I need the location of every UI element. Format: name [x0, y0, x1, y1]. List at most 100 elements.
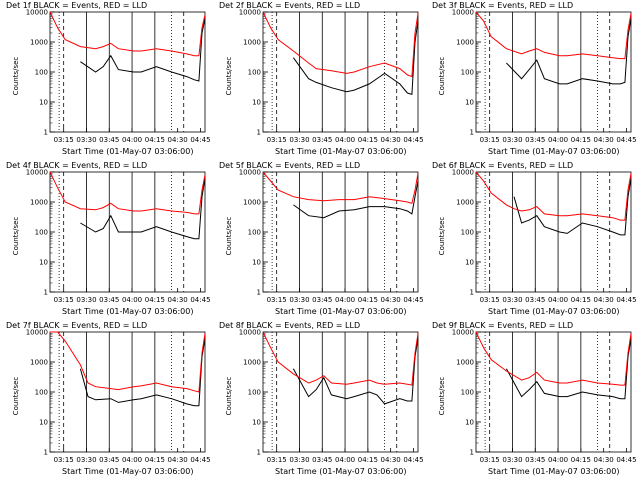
det-6f-chart: 1 10 100 1000 10000 03:15 03:30 03:45 04:00 04:15…	[452, 169, 637, 305]
det-9f-y-tick-label-4: 10000	[452, 329, 474, 337]
det-8f-x-tick-label-0: 03:15	[267, 456, 287, 464]
det-8f-series-lld-line	[262, 331, 419, 386]
det-4f-series-events-line	[80, 178, 206, 240]
det-5f-y-tick-label-2: 100	[248, 229, 261, 237]
det-6f-x-label: Start Time (01-May-07 03:06:00)	[488, 307, 620, 316]
det-8f-x-tick-label-2: 03:45	[312, 456, 332, 464]
det-5f-x-tick-label-3: 04:00	[335, 296, 355, 304]
det-3f-x-tick-label-5: 04:30	[594, 136, 614, 144]
det-2f-chart: 1 10 100 1000 10000 03:15 03:30 03:45 04:00 04:15…	[239, 9, 424, 145]
det-7f-y-tick-label-0: 1	[44, 449, 48, 457]
det-9f-x-tick-label-3: 04:00	[548, 456, 568, 464]
det-3f-series-lld-line	[475, 11, 632, 60]
det-9f-y-tick-label-0: 1	[470, 449, 474, 457]
det-1f-y-tick-label-0: 1	[44, 129, 48, 137]
det-7f-plot-frame	[49, 331, 206, 453]
det-2f-x-tick-label-6: 04:45	[403, 136, 423, 144]
det-3f-x-tick-label-6: 04:45	[616, 136, 636, 144]
det-5f-x-tick-label-6: 04:45	[403, 296, 423, 304]
det-7f-x-tick-label-5: 04:30	[168, 456, 188, 464]
panel-det-6f: 1 10 100 1000 10000 03:15 03:30 03:45 04:00 04:15…	[426, 160, 639, 320]
panel-det-5f: 1 10 100 1000 10000 03:15 03:30 03:45 04:00 04:15…	[213, 160, 426, 320]
det-2f-y-tick-label-4: 10000	[239, 9, 261, 17]
det-7f-y-label: Counts/sec	[12, 376, 20, 416]
det-6f-title: Det 6f BLACK = Events, RED = LLD	[432, 161, 574, 170]
panel-det-4f: 1 10 100 1000 10000 03:15 03:30 03:45 04:00 04:15…	[0, 160, 213, 320]
det-3f-x-tick-label-1: 03:30	[502, 136, 522, 144]
det-3f-x-tick-label-4: 04:15	[571, 136, 591, 144]
det-5f-plot-frame	[262, 171, 419, 293]
det-6f-series-events-line	[513, 178, 632, 236]
det-6f-x-tick-label-2: 03:45	[525, 296, 545, 304]
det-9f-series-lld-line	[475, 331, 632, 386]
det-7f-x-tick-label-2: 03:45	[99, 456, 119, 464]
det-1f-series-events-line	[80, 18, 206, 82]
det-8f-x-label: Start Time (01-May-07 03:06:00)	[275, 467, 407, 476]
det-7f-x-tick-label-0: 03:15	[54, 456, 74, 464]
det-7f-chart: 1 10 100 1000 10000 03:15 03:30 03:45 04:00 04:15…	[26, 329, 211, 465]
det-6f-y-label: Counts/sec	[438, 216, 446, 256]
det-6f-y-tick-label-3: 1000	[456, 199, 474, 207]
det-3f-y-tick-label-0: 1	[470, 129, 474, 137]
det-5f-x-tick-label-1: 03:30	[289, 296, 309, 304]
det-9f-x-tick-label-2: 03:45	[525, 456, 545, 464]
det-7f-x-tick-label-1: 03:30	[76, 456, 96, 464]
det-6f-y-tick-label-0: 1	[470, 289, 474, 297]
det-4f-x-tick-label-6: 04:45	[190, 296, 210, 304]
det-1f-x-tick-label-0: 03:15	[54, 136, 74, 144]
det-4f-y-tick-label-2: 100	[35, 229, 48, 237]
det-2f-y-tick-label-1: 10	[252, 99, 261, 107]
det-8f-x-tick-label-1: 03:30	[289, 456, 309, 464]
det-9f-series-events-line	[505, 338, 632, 400]
det-9f-x-tick-label-0: 03:15	[480, 456, 500, 464]
det-7f-x-tick-label-4: 04:15	[145, 456, 165, 464]
det-4f-chart: 1 10 100 1000 10000 03:15 03:30 03:45 04:00 04:15…	[26, 169, 211, 305]
det-8f-plot-frame	[262, 331, 419, 453]
det-6f-series-lld-line	[475, 171, 632, 221]
det-5f-y-tick-label-1: 10	[252, 259, 261, 267]
det-4f-x-tick-label-2: 03:45	[99, 296, 119, 304]
det-4f-y-tick-label-4: 10000	[26, 169, 48, 177]
det-3f-y-tick-label-1: 10	[465, 99, 474, 107]
det-9f-plot-frame	[475, 331, 632, 453]
det-1f-y-tick-label-4: 10000	[26, 9, 48, 17]
det-6f-x-tick-label-1: 03:30	[502, 296, 522, 304]
det-7f-y-tick-label-2: 100	[35, 389, 48, 397]
det-2f-y-tick-label-2: 100	[248, 69, 261, 77]
det-6f-x-tick-label-0: 03:15	[480, 296, 500, 304]
det-2f-y-tick-label-0: 1	[257, 129, 261, 137]
det-7f-y-tick-label-4: 10000	[26, 329, 48, 337]
det-5f-series-lld-line	[262, 171, 419, 205]
det-8f-y-tick-label-2: 100	[248, 389, 261, 397]
panel-det-3f: 1 10 100 1000 10000 03:15 03:30 03:45 04:00 04:15…	[426, 0, 639, 160]
det-5f-x-tick-label-4: 04:15	[358, 296, 378, 304]
panel-det-2f: 1 10 100 1000 10000 03:15 03:30 03:45 04:00 04:15…	[213, 0, 426, 160]
det-7f-title: Det 7f BLACK = Events, RED = LLD	[6, 321, 148, 330]
det-1f-x-tick-label-4: 04:15	[145, 136, 165, 144]
det-1f-x-tick-label-5: 04:30	[168, 136, 188, 144]
panel-det-8f: 1 10 100 1000 10000 03:15 03:30 03:45 04:00 04:15…	[213, 320, 426, 480]
det-6f-x-tick-label-5: 04:30	[594, 296, 614, 304]
det-5f-y-tick-label-3: 1000	[243, 199, 261, 207]
det-8f-y-tick-label-4: 10000	[239, 329, 261, 337]
det-8f-y-tick-label-0: 1	[257, 449, 261, 457]
det-7f-y-tick-label-1: 10	[39, 419, 48, 427]
det-8f-y-tick-label-1: 10	[252, 419, 261, 427]
det-8f-x-tick-label-4: 04:15	[358, 456, 378, 464]
det-4f-x-tick-label-0: 03:15	[54, 296, 74, 304]
det-6f-y-tick-label-2: 100	[461, 229, 474, 237]
det-9f-x-tick-label-6: 04:45	[616, 456, 636, 464]
det-3f-x-tick-label-2: 03:45	[525, 136, 545, 144]
det-1f-y-tick-label-3: 1000	[30, 39, 48, 47]
det-5f-y-tick-label-4: 10000	[239, 169, 261, 177]
det-4f-x-tick-label-4: 04:15	[145, 296, 165, 304]
det-2f-title: Det 2f BLACK = Events, RED = LLD	[219, 1, 361, 10]
det-1f-chart: 1 10 100 1000 10000 03:15 03:30 03:45 04:00 04:15…	[26, 9, 211, 145]
det-6f-x-tick-label-3: 04:00	[548, 296, 568, 304]
det-5f-x-tick-label-5: 04:30	[381, 296, 401, 304]
det-5f-y-label: Counts/sec	[225, 216, 233, 256]
det-5f-y-tick-label-0: 1	[257, 289, 261, 297]
det-2f-x-tick-label-2: 03:45	[312, 136, 332, 144]
det-3f-y-tick-label-4: 10000	[452, 9, 474, 17]
det-3f-y-tick-label-2: 100	[461, 69, 474, 77]
